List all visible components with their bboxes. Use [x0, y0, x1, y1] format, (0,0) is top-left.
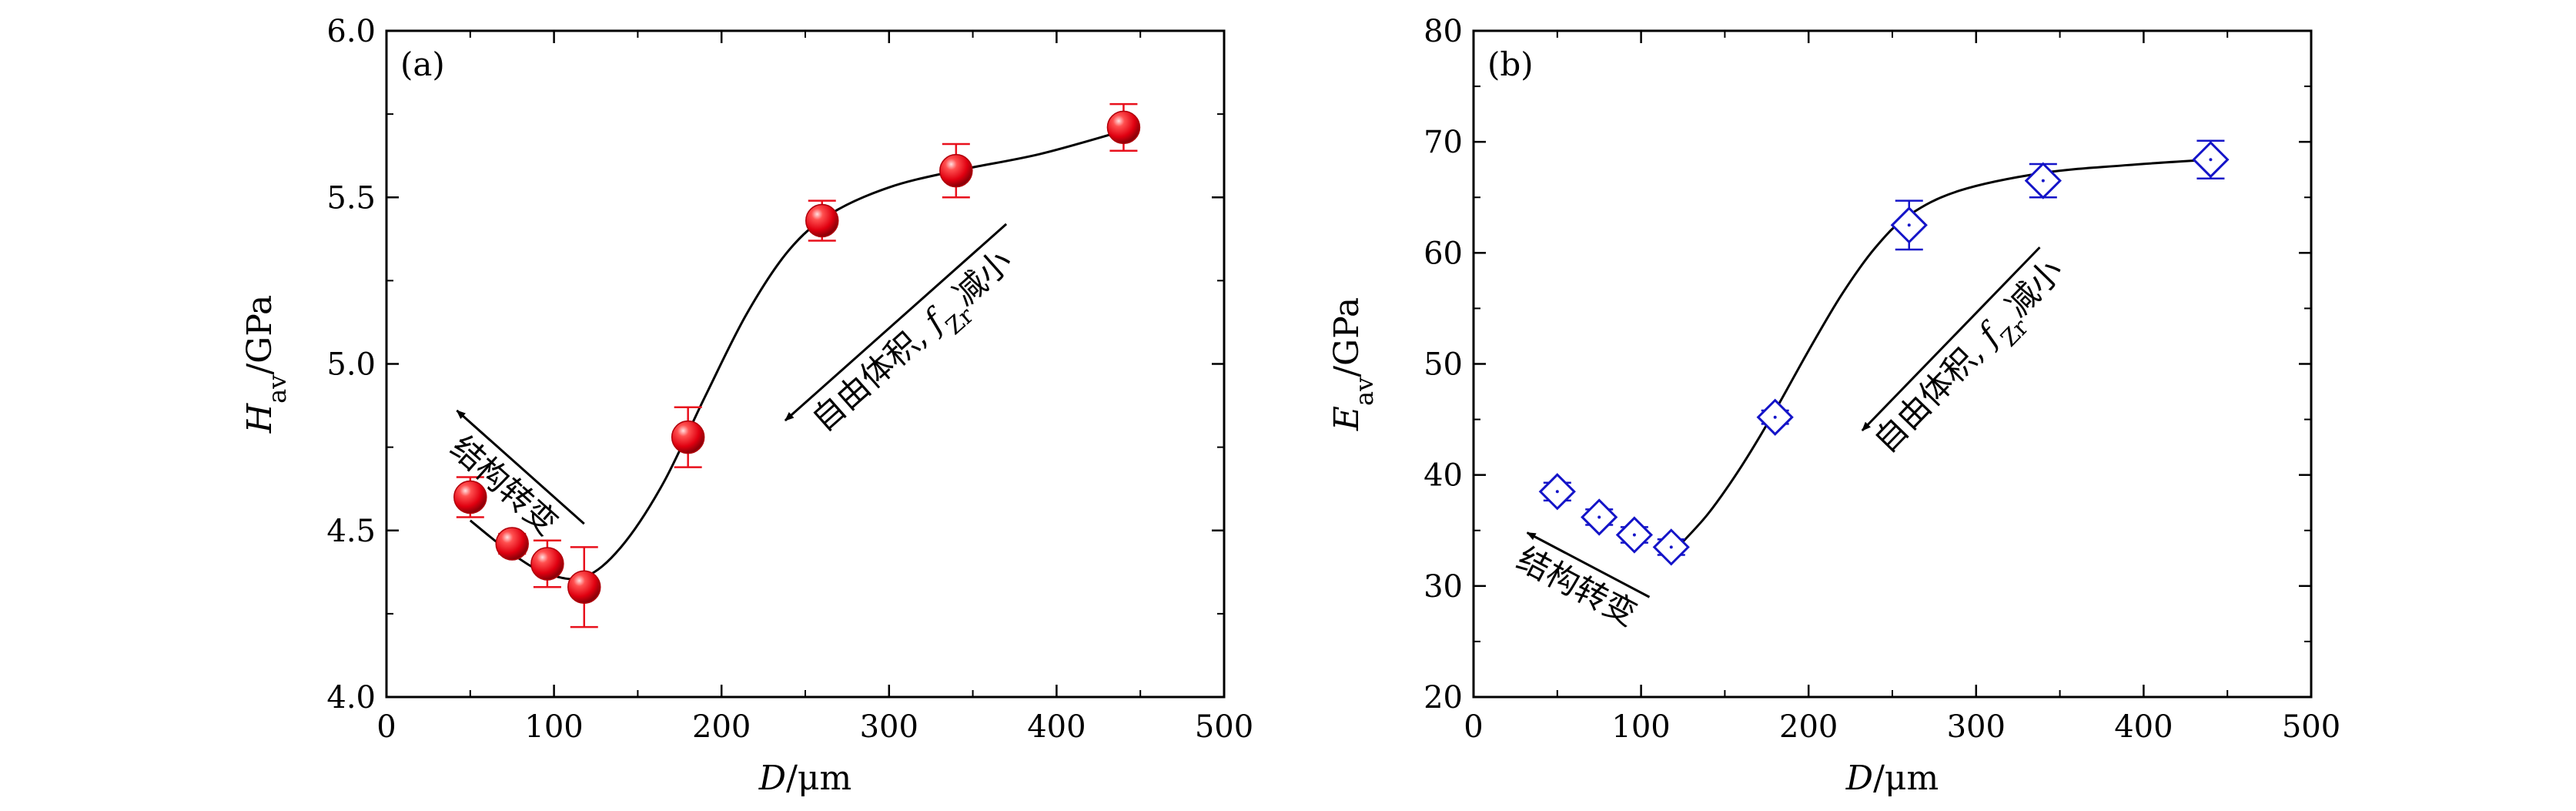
y-tick-label: 5.0 [326, 347, 376, 383]
x-tick-label: 300 [1947, 709, 2006, 745]
x-tick-label: 300 [860, 709, 918, 745]
data-point-center [2041, 179, 2045, 183]
x-axis-label: D/μm [758, 759, 851, 798]
y-tick-label: 4.0 [326, 680, 376, 715]
x-tick-label: 200 [692, 709, 751, 745]
data-point-center [1597, 515, 1601, 519]
data-point [495, 527, 529, 561]
annotation-arrow [456, 409, 585, 525]
annotation-text-suffix: 减小 [1998, 252, 2070, 324]
y-tick-label: 50 [1423, 347, 1463, 383]
data-point-center [2209, 158, 2213, 162]
y-axis-label-unit: /GPa [1327, 297, 1367, 377]
y-tick-label: 5.5 [326, 180, 376, 216]
x-tick-label: 400 [1027, 709, 1086, 745]
x-tick-label: 200 [1779, 709, 1838, 745]
y-tick-label: 60 [1423, 236, 1463, 271]
x-tick-label: 100 [524, 709, 583, 745]
y-axis-label: Hav/GPa [240, 295, 292, 434]
data-point [453, 480, 487, 514]
fit-curve [469, 129, 1124, 581]
data-point-center [1555, 490, 1559, 494]
data-point [567, 570, 601, 605]
annotation-arrow [784, 223, 1008, 422]
data-point-center [1907, 223, 1911, 227]
y-axis-label-symbol: H [240, 402, 279, 434]
y-tick-label: 80 [1423, 14, 1463, 49]
annotation-text-prefix: 自由体积, [1867, 326, 1999, 460]
panel-label: (b) [1487, 45, 1534, 83]
data-point [671, 420, 705, 454]
data-point [1106, 110, 1141, 145]
y-tick-label: 30 [1423, 569, 1463, 605]
x-axis-label-unit: /μm [1873, 759, 1939, 798]
x-axis-label: D/μm [1845, 759, 1939, 798]
panel-label: (a) [400, 45, 445, 83]
annotation-arrow [1526, 531, 1651, 598]
x-axis-label-symbol: D [1845, 759, 1873, 798]
annotation-text: 自由体积, fZr减小 [805, 242, 1027, 447]
x-tick-label: 500 [1195, 709, 1253, 745]
annotation-text: 结构转变 [1511, 540, 1643, 634]
data-point-center [1669, 545, 1673, 549]
x-axis-label-unit: /μm [786, 759, 851, 798]
x-tick-label: 500 [2282, 709, 2340, 745]
y-axis-label: Eav/GPa [1327, 297, 1379, 431]
data-point-center [1773, 415, 1777, 419]
data-point [530, 547, 564, 581]
y-axis-label-unit: /GPa [240, 295, 279, 375]
annotation-arrow [1861, 246, 2041, 432]
y-tick-label: 4.5 [326, 514, 376, 549]
plot-frame [385, 29, 1226, 699]
annotation-text: 自由体积, fZr减小 [1867, 252, 2079, 468]
panel-b-modulus-chart: 0 100 200 300 400 500 20 30 40 50 60 70 80 D/μm Eav/GP… [1327, 14, 2340, 798]
data-point-center [1632, 533, 1636, 537]
annotation-text-prefix: 自由体积, [805, 311, 942, 439]
y-axis-label-subscript: av [1350, 377, 1379, 406]
x-tick-label: 400 [2114, 709, 2173, 745]
y-tick-label: 40 [1423, 458, 1463, 494]
x-axis-label-symbol: D [758, 759, 786, 798]
fit-curve [1674, 158, 2211, 551]
y-tick-label: 20 [1423, 680, 1463, 715]
x-tick-label: 0 [1464, 709, 1483, 745]
data-point [805, 203, 839, 238]
y-tick-label: 6.0 [326, 14, 376, 49]
x-tick-label: 0 [376, 709, 396, 745]
y-tick-label: 70 [1423, 125, 1463, 160]
annotation-text-suffix: 减小 [945, 242, 1019, 313]
panel-a-hardness-chart: 0 100 200 300 400 500 4.0 4.5 5.0 5.5 6.0 D/μm Hav/G… [240, 14, 1253, 798]
y-axis-label-subscript: av [263, 375, 292, 404]
data-point [939, 153, 973, 188]
x-tick-label: 100 [1611, 709, 1670, 745]
y-axis-label-symbol: E [1327, 406, 1367, 431]
